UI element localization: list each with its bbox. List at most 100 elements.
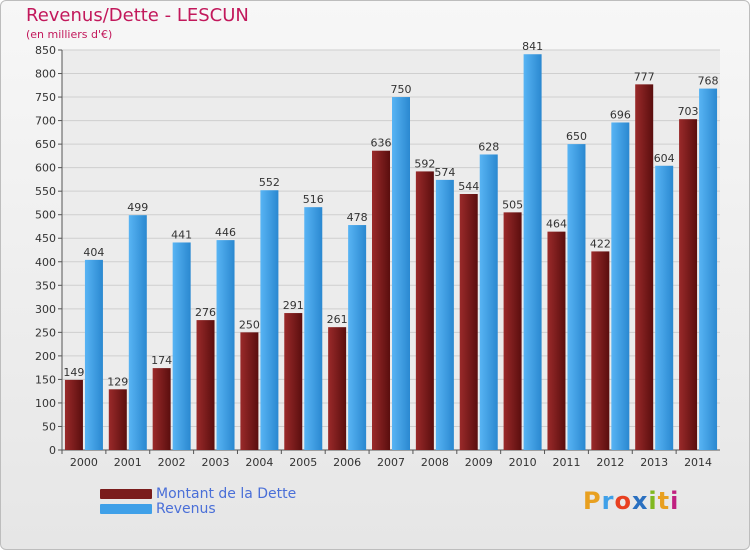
bar-revenus	[479, 154, 498, 450]
data-label-revenus: 446	[215, 226, 236, 239]
data-label-revenus: 499	[127, 201, 148, 214]
y-tick-label: 750	[35, 91, 56, 104]
logo-letter: P	[583, 487, 602, 515]
y-tick-label: 150	[35, 373, 56, 386]
bar-dette	[328, 327, 347, 450]
x-tick-label: 2010	[509, 456, 537, 469]
bar-dette	[679, 119, 698, 451]
y-tick-label: 500	[35, 209, 56, 222]
x-tick-label: 2006	[333, 456, 361, 469]
bar-revenus	[128, 215, 147, 450]
bar-revenus	[523, 54, 542, 451]
x-tick-label: 2001	[114, 456, 142, 469]
data-label-dette: 505	[502, 198, 523, 211]
bar-dette	[152, 368, 171, 450]
logo-letter: i	[648, 487, 658, 515]
x-tick-label: 2013	[640, 456, 668, 469]
x-tick-label: 2000	[70, 456, 98, 469]
bar-revenus	[699, 88, 718, 451]
legend-swatch-revenus	[100, 504, 152, 514]
y-tick-label: 400	[35, 256, 56, 269]
data-label-revenus: 574	[434, 166, 455, 179]
x-tick-label: 2009	[465, 456, 493, 469]
data-label-revenus: 441	[171, 228, 192, 241]
y-tick-label: 700	[35, 115, 56, 128]
data-label-revenus: 750	[391, 83, 412, 96]
x-tick-label: 2005	[289, 456, 317, 469]
y-tick-label: 850	[35, 44, 56, 57]
bar-dette	[635, 84, 654, 451]
data-label-dette: 129	[107, 375, 128, 388]
bar-revenus	[348, 225, 367, 450]
data-label-dette: 149	[63, 366, 84, 379]
y-tick-label: 650	[35, 138, 56, 151]
logo-letter: t	[657, 487, 671, 515]
x-tick-label: 2004	[245, 456, 273, 469]
data-label-dette: 174	[151, 354, 172, 367]
data-label-revenus: 478	[347, 211, 368, 224]
x-tick-label: 2007	[377, 456, 405, 469]
legend-label-revenus: Revenus	[156, 501, 216, 517]
y-tick-label: 100	[35, 397, 56, 410]
y-tick-label: 0	[49, 444, 56, 457]
x-tick-label: 2003	[202, 456, 230, 469]
y-tick-label: 350	[35, 279, 56, 292]
bar-revenus	[172, 242, 191, 450]
y-tick-label: 250	[35, 326, 56, 339]
bar-dette	[196, 320, 215, 450]
data-label-dette: 291	[283, 299, 304, 312]
y-tick-label: 200	[35, 350, 56, 363]
data-label-revenus: 404	[83, 246, 104, 259]
chart-title: Revenus/Dette - LESCUN	[26, 5, 249, 26]
bar-dette	[591, 251, 610, 450]
y-tick-label: 600	[35, 162, 56, 175]
y-tick-label: 50	[42, 420, 56, 433]
data-label-dette: 276	[195, 306, 216, 319]
data-label-revenus: 696	[610, 108, 631, 121]
bar-dette	[415, 171, 434, 451]
bar-revenus	[84, 259, 103, 450]
data-label-revenus: 841	[522, 40, 543, 53]
plot-area	[62, 50, 720, 450]
data-label-dette: 592	[414, 157, 435, 170]
data-label-revenus: 552	[259, 176, 280, 189]
bar-revenus	[304, 207, 323, 450]
bar-revenus	[611, 122, 630, 451]
x-tick-label: 2002	[158, 456, 186, 469]
bar-revenus	[435, 179, 454, 450]
data-label-revenus: 516	[303, 193, 324, 206]
bar-dette	[547, 231, 566, 450]
y-tick-label: 450	[35, 232, 56, 245]
y-tick-label: 800	[35, 68, 56, 81]
logo-letter: x	[631, 487, 649, 515]
x-tick-label: 2014	[684, 456, 712, 469]
data-label-revenus: 768	[698, 75, 719, 88]
bar-dette	[284, 313, 303, 450]
legend-swatch-dette	[100, 489, 152, 499]
data-label-revenus: 604	[654, 152, 675, 165]
data-label-dette: 703	[678, 105, 699, 118]
bar-dette	[64, 379, 83, 450]
logo-letter: o	[614, 487, 632, 515]
y-tick-label: 300	[35, 303, 56, 316]
proxiti-logo: Proxiti	[583, 487, 679, 515]
x-tick-label: 2012	[596, 456, 624, 469]
bar-revenus	[655, 165, 674, 450]
data-label-revenus: 650	[566, 130, 587, 143]
data-label-dette: 464	[546, 218, 567, 231]
data-label-dette: 250	[239, 318, 260, 331]
bar-revenus	[216, 240, 235, 450]
data-label-dette: 777	[634, 70, 655, 83]
chart-subtitle: (en milliers d'€)	[26, 28, 113, 41]
x-tick-label: 2008	[421, 456, 449, 469]
bar-dette	[459, 194, 478, 450]
data-label-revenus: 628	[478, 140, 499, 153]
data-label-dette: 422	[590, 237, 611, 250]
bar-revenus	[260, 190, 279, 450]
data-label-dette: 261	[327, 313, 348, 326]
bar-dette	[372, 150, 390, 451]
bar-dette	[240, 332, 259, 450]
logo-letter: i	[670, 487, 680, 515]
x-tick-label: 2011	[552, 456, 580, 469]
